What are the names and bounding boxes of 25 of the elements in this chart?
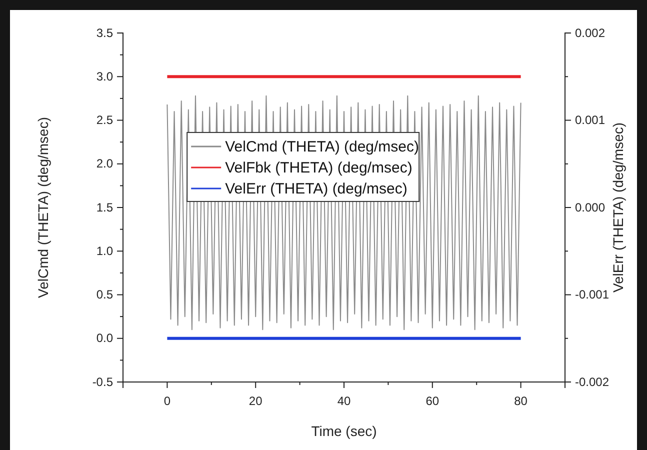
y2-tick-label: 0.000 — [575, 200, 606, 214]
legend-label: VelErr (THETA) (deg/msec) — [225, 180, 408, 198]
y2-axis-title: VelErr (THETA) (deg/msec) — [610, 122, 626, 293]
x-tick-label: 20 — [248, 394, 263, 408]
y-tick-label: 0.0 — [96, 331, 114, 346]
y2-tick-label: -0.002 — [575, 374, 610, 389]
y-tick-label: 2.0 — [96, 156, 114, 171]
y-tick-label: 3.0 — [96, 69, 114, 84]
x-tick-label: 60 — [426, 394, 440, 408]
y-tick-label: 1.0 — [96, 244, 114, 258]
y-tick-label: -0.5 — [92, 374, 114, 389]
y2-tick-label: 0.001 — [575, 113, 606, 128]
y-tick-label: 1.5 — [96, 200, 114, 214]
y2-tick-label: 0.002 — [575, 26, 606, 40]
y-tick-label: 0.5 — [96, 288, 114, 302]
x-tick-label: 40 — [337, 394, 351, 408]
x-tick-label: 80 — [514, 394, 528, 408]
x-axis-title: Time (sec) — [311, 423, 377, 439]
y-tick-label: 2.5 — [96, 113, 114, 128]
legend-label: VelFbk (THETA) (deg/msec) — [225, 159, 412, 176]
y2-tick-label: -0.001 — [575, 288, 610, 302]
y-tick-label: 3.5 — [96, 26, 114, 40]
legend-label: VelCmd (THETA) (deg/msec) — [225, 138, 420, 156]
y-axis-title: VelCmd (THETA) (deg/msec) — [35, 117, 51, 298]
x-tick-label: 0 — [164, 394, 171, 408]
